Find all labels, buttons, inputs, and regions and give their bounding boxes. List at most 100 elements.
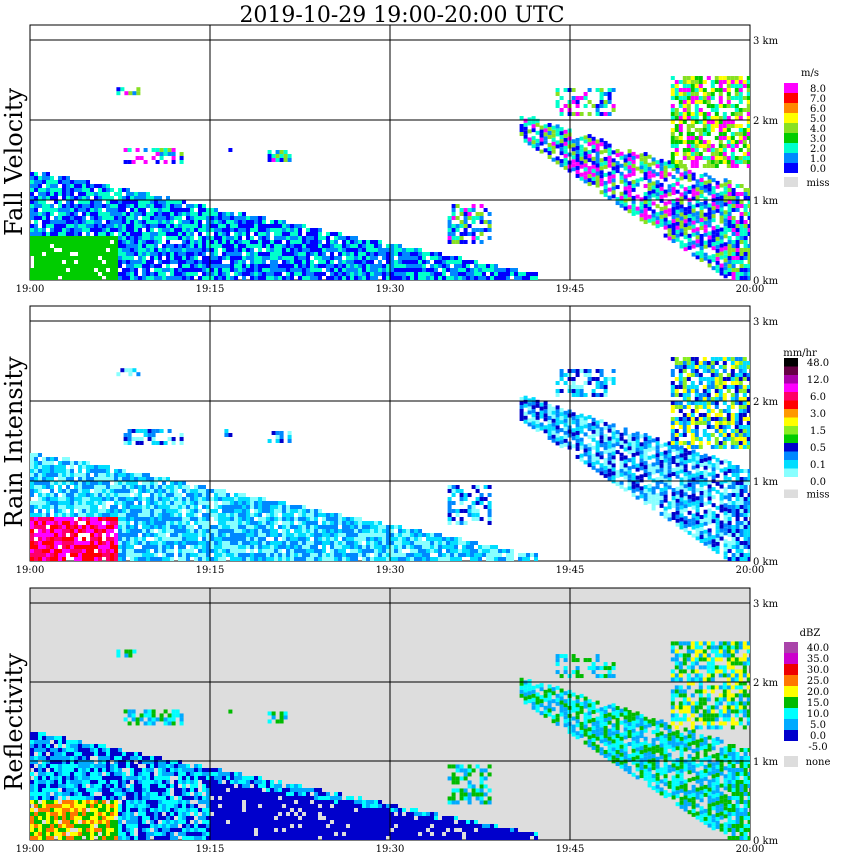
data-cell (62, 477, 66, 481)
data-cell (142, 541, 146, 545)
data-cell (30, 545, 34, 549)
data-cell (462, 541, 466, 545)
data-cell (494, 553, 498, 557)
data-cell (194, 272, 198, 276)
data-cell (354, 260, 358, 264)
data-cell (478, 268, 482, 272)
data-cell (158, 276, 162, 280)
data-cell (194, 240, 198, 244)
data-cell (691, 208, 696, 213)
data-cell (114, 469, 118, 473)
data-cell (158, 529, 162, 533)
data-cell (150, 557, 154, 561)
data-cell (687, 245, 692, 250)
data-cell (559, 444, 564, 449)
data-cell (366, 260, 370, 264)
data-cell (386, 553, 390, 557)
data-cell (186, 541, 190, 545)
data-cell (571, 167, 576, 172)
data-cell (446, 537, 450, 541)
data-cell (342, 541, 346, 545)
data-cell (350, 276, 354, 280)
data-cell (735, 184, 740, 188)
data-cell (607, 424, 612, 429)
data-cell (430, 537, 434, 541)
data-cell (62, 457, 66, 461)
data-cell (130, 473, 134, 477)
data-cell (82, 228, 86, 232)
data-cell (346, 236, 350, 240)
data-cell (110, 505, 114, 509)
data-cell (422, 268, 426, 272)
y-ticks: 0 km1 km2 km3 km (753, 36, 779, 287)
data-cell (535, 142, 540, 147)
data-cell (746, 144, 750, 148)
data-cell (58, 264, 62, 268)
data-cell (603, 469, 608, 474)
y-tick-label: 3 km (753, 36, 779, 47)
data-cell (711, 202, 716, 207)
data-cell (206, 525, 210, 529)
data-cell (226, 509, 230, 513)
data-cell (671, 211, 676, 216)
data-cell (655, 164, 660, 169)
data-cell (615, 153, 620, 158)
data-cell (138, 224, 142, 228)
data-cell (74, 501, 78, 505)
data-cell (186, 228, 190, 232)
data-cell (563, 153, 568, 158)
data-cell (146, 549, 150, 553)
data-cell (158, 204, 162, 208)
data-cell (410, 541, 414, 545)
data-cell (726, 160, 731, 164)
data-cell (671, 187, 676, 192)
data-cell (42, 204, 46, 208)
data-cell (575, 104, 580, 108)
data-cell (523, 126, 528, 131)
data-cell (659, 194, 664, 199)
data-cell (266, 248, 270, 252)
data-cell (186, 513, 190, 517)
data-cell (38, 493, 42, 497)
data-cell (30, 244, 34, 248)
data-cell (398, 557, 402, 561)
data-cell (302, 549, 306, 553)
data-cell (134, 505, 138, 509)
data-cell (370, 525, 374, 529)
data-cell (599, 439, 604, 444)
data-cell (563, 88, 568, 92)
data-cell (198, 216, 202, 220)
data-cell (82, 525, 86, 529)
data-cell (718, 128, 723, 132)
data-cell (603, 164, 608, 169)
data-cell (86, 545, 90, 549)
data-cell (623, 158, 628, 163)
data-cell (474, 557, 478, 561)
data-cell (206, 509, 210, 513)
data-cell (730, 132, 735, 136)
data-cell (354, 521, 358, 525)
data-cell (739, 216, 744, 220)
data-cell (466, 553, 470, 557)
data-cell (454, 553, 458, 557)
data-cell (599, 467, 604, 472)
data-cell (142, 485, 146, 489)
data-cell (94, 481, 98, 485)
data-cell (378, 240, 382, 244)
data-cell (116, 87, 121, 92)
data-cell (611, 162, 616, 167)
data-cell (130, 553, 134, 557)
data-cell (82, 220, 86, 224)
data-cell (42, 268, 46, 272)
data-cell (595, 183, 600, 188)
data-cell (346, 541, 350, 545)
data-cell (214, 224, 218, 228)
data-cell (114, 541, 118, 545)
data-cell (94, 541, 98, 545)
data-cell (735, 204, 740, 208)
data-cell (202, 533, 206, 537)
data-cell (575, 165, 580, 170)
data-cell (142, 252, 146, 256)
data-cell (194, 212, 198, 216)
data-cell (66, 537, 70, 541)
